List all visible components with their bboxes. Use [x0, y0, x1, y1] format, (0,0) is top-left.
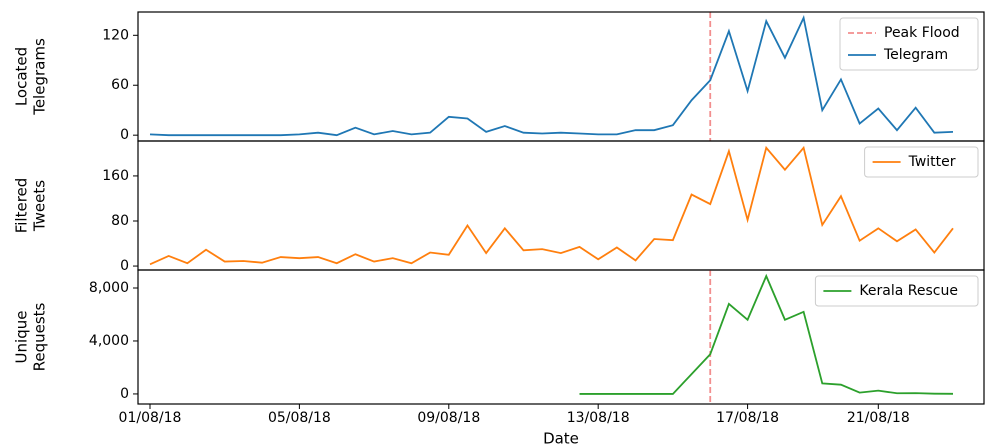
y-tick-label: 120 — [102, 27, 129, 43]
x-tick-label: 09/08/18 — [417, 410, 480, 426]
legend-label: Telegram — [883, 47, 948, 63]
y-tick-label: 4,000 — [89, 333, 129, 349]
legend-label: Twitter — [908, 154, 956, 170]
y-axis-label: Filtered — [13, 178, 31, 234]
y-tick-label: 60 — [111, 77, 129, 93]
y-axis-label: Requests — [31, 302, 49, 371]
y-axis-label: Telegrams — [31, 38, 49, 116]
legend-label: Peak Flood — [884, 25, 960, 41]
x-axis-label: Date — [543, 430, 579, 448]
y-axis-label: Unique — [13, 311, 31, 364]
x-tick-label: 05/08/18 — [268, 410, 331, 426]
series-line — [579, 273, 954, 395]
series-line — [149, 145, 954, 266]
y-tick-label: 160 — [102, 168, 129, 184]
y-axis-label: Located — [13, 47, 31, 106]
y-tick-label: 0 — [120, 386, 129, 402]
x-tick-label: 13/08/18 — [567, 410, 630, 426]
legend-label: Kerala Rescue — [859, 283, 958, 299]
plot-frame — [137, 140, 985, 271]
y-tick-label: 80 — [111, 213, 129, 229]
legend-box — [814, 275, 979, 307]
legend-box — [839, 17, 979, 71]
plot-frame — [137, 269, 985, 405]
legend-box — [864, 146, 979, 178]
y-tick-label: 0 — [120, 258, 129, 274]
x-tick-label: 21/08/18 — [847, 410, 910, 426]
x-tick-label: 17/08/18 — [716, 410, 779, 426]
y-tick-label: 8,000 — [89, 280, 129, 296]
x-tick-label: 01/08/18 — [119, 410, 182, 426]
series-line — [149, 14, 954, 137]
y-tick-label: 0 — [120, 127, 129, 143]
y-axis-label: Tweets — [31, 180, 49, 232]
